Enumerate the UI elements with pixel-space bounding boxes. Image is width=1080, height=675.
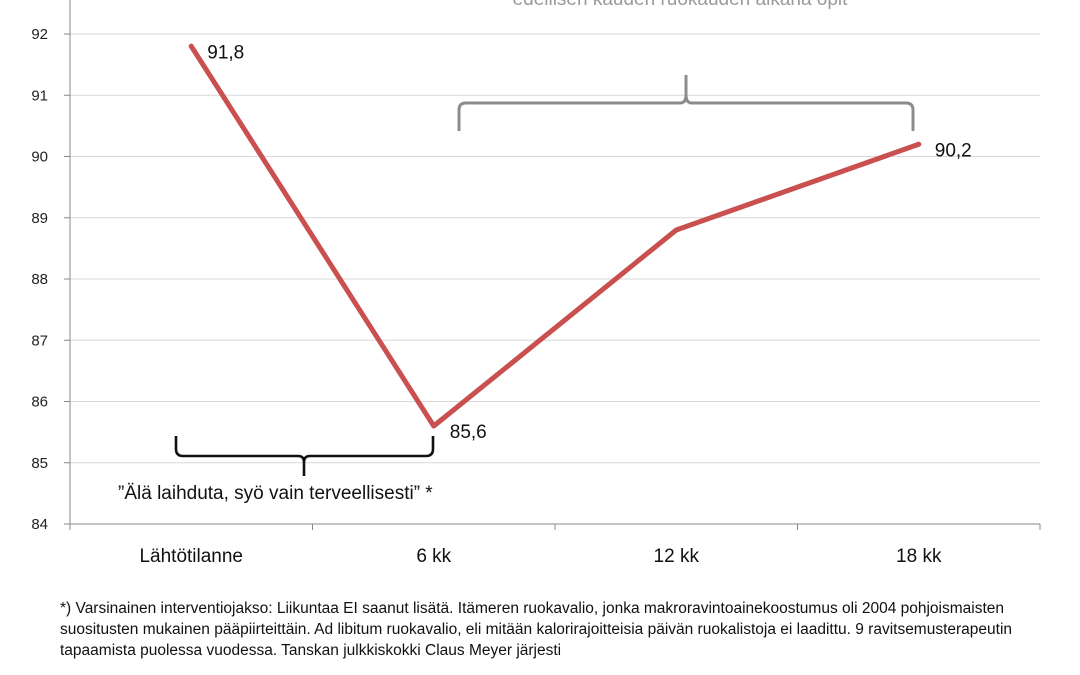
y-tick-label: 86 (31, 394, 48, 411)
y-tick-label: 84 (31, 516, 48, 533)
data-label: 90,2 (935, 140, 972, 161)
y-tick-label: 89 (31, 210, 48, 227)
y-tick-label: 91 (31, 87, 48, 104)
y-tick-label: 88 (31, 271, 48, 288)
data-point (673, 227, 679, 233)
data-labels: 91,8 85,6 90,2 (207, 42, 971, 443)
data-point (431, 423, 437, 429)
top-annotation: edellisen kauden ruokauden aikana opit (513, 0, 849, 10)
series-line (188, 43, 922, 429)
x-tick-label: 12 kk (654, 546, 700, 567)
y-tick-labels: 84 85 86 87 88 89 90 91 92 (31, 26, 48, 533)
x-tick-label: 18 kk (896, 546, 942, 567)
y-tick-label: 87 (31, 332, 48, 349)
y-tick-label: 90 (31, 149, 48, 166)
data-label: 91,8 (207, 42, 244, 63)
lower-bracket (174, 436, 435, 476)
upper-bracket (457, 75, 915, 131)
data-point (188, 43, 194, 49)
y-tick-label: 92 (31, 26, 48, 43)
data-label: 85,6 (450, 422, 487, 443)
x-tick-labels: Lähtötilanne 6 kk 12 kk 18 kk (139, 546, 941, 567)
axes (64, 0, 1041, 530)
footnote: *) Varsinainen interventiojakso: Liikunt… (60, 600, 1013, 659)
y-tick-label: 85 (31, 455, 48, 472)
gridlines (70, 33, 1040, 464)
x-tick-label: 6 kk (416, 546, 451, 567)
data-point (916, 141, 922, 147)
line-chart: 84 85 86 87 88 89 90 91 92 Lähtötilanne 6 kk 12 kk… (31, 0, 1041, 567)
bracket-label: ”Älä laihduta, syö vain terveellisesti” … (118, 483, 433, 504)
series (188, 43, 922, 429)
x-tick-label: Lähtötilanne (139, 546, 243, 567)
